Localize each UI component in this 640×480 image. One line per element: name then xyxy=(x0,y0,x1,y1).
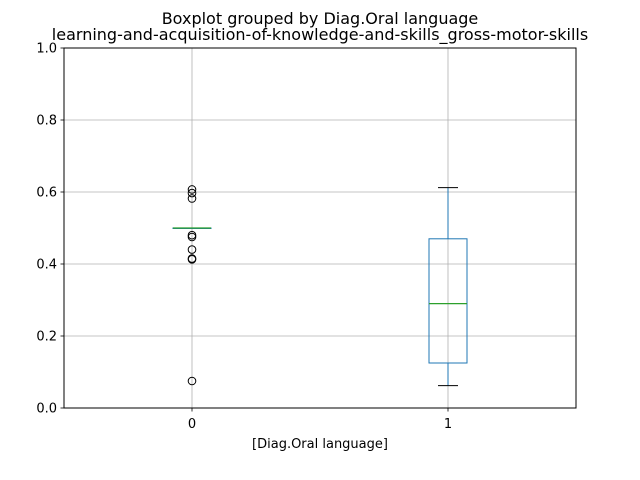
outlier-point xyxy=(187,185,197,194)
outlier-point xyxy=(187,376,197,386)
y-tick-label: 0.8 xyxy=(36,114,57,129)
outlier-point xyxy=(187,255,197,264)
chart-title: Boxplot grouped by Diag.Oral language xyxy=(162,9,479,28)
x-tick-label: 1 xyxy=(444,417,452,432)
outlier-point xyxy=(187,188,197,198)
y-tick-label: 0.0 xyxy=(36,402,57,417)
y-tick-label: 1.0 xyxy=(36,42,57,57)
y-axis-ticks: 0.0 0.2 0.4 0.6 0.8 1.0 xyxy=(36,42,64,417)
outlier-point xyxy=(187,194,197,203)
chart-subtitle: learning-and-acquisition-of-knowledge-an… xyxy=(52,25,588,45)
y-tick-label: 0.6 xyxy=(36,186,57,201)
grid-lines xyxy=(64,47,576,409)
y-tick-label: 0.2 xyxy=(36,330,57,345)
outlier-point xyxy=(187,245,197,254)
y-tick-label: 0.4 xyxy=(36,258,57,273)
x-axis-label: [Diag.Oral language] xyxy=(252,437,388,452)
iqr-box xyxy=(428,238,468,364)
x-tick-label: 0 xyxy=(188,417,196,432)
box-group-1 xyxy=(428,187,468,387)
box-group-0 xyxy=(172,185,212,386)
outlier-point xyxy=(187,232,197,242)
plot-frame xyxy=(63,47,577,409)
box-plots xyxy=(172,185,468,387)
